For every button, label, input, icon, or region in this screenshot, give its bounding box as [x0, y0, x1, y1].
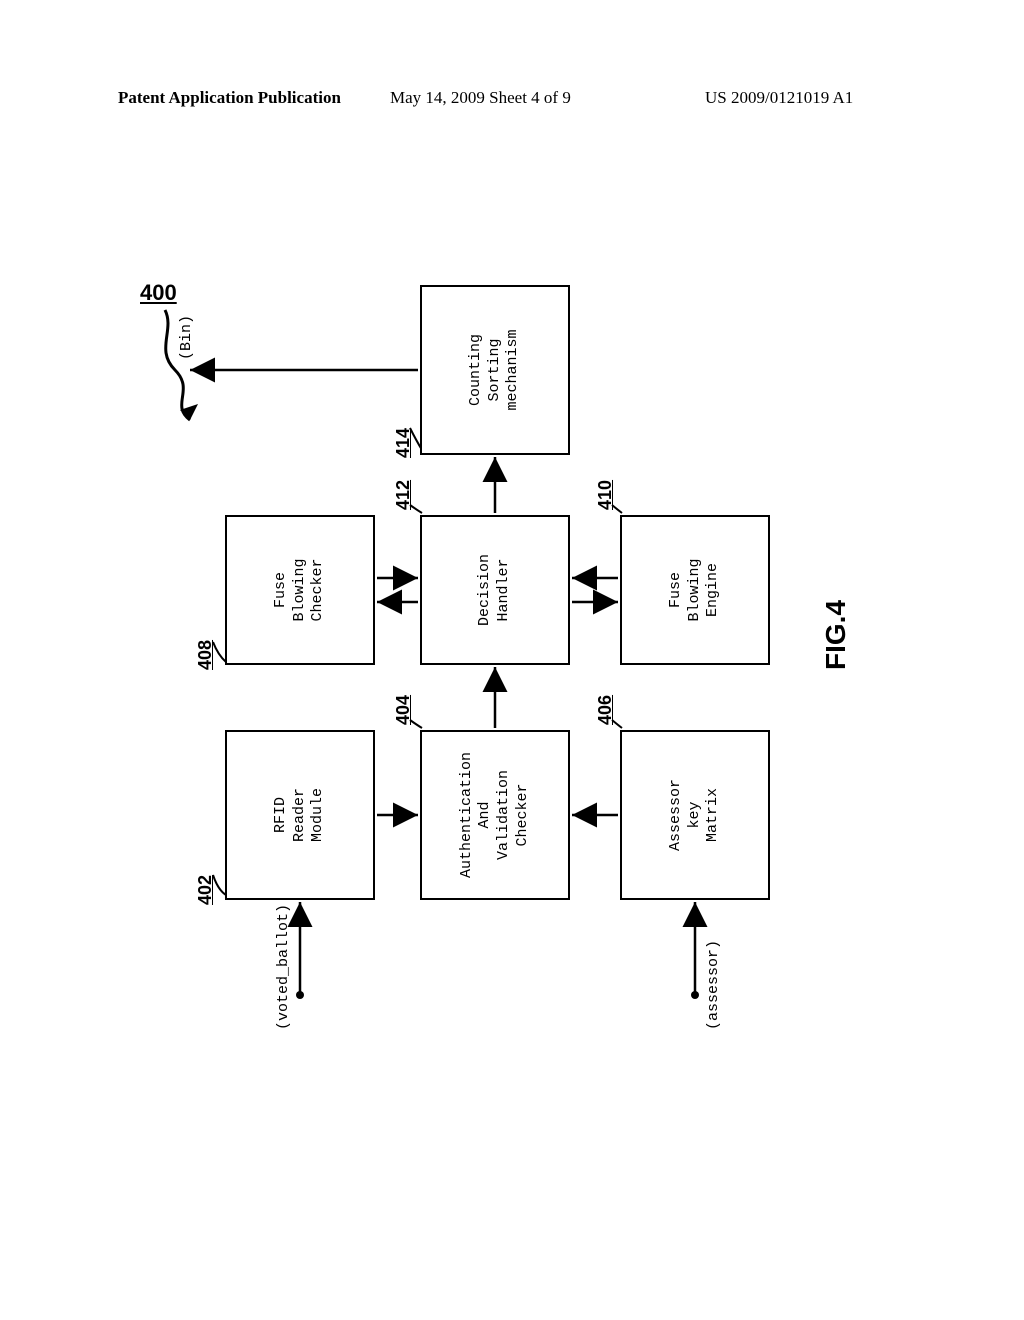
io-assessor: (assessor) — [705, 940, 722, 1030]
box-label: RFID Reader Module — [272, 788, 328, 842]
box-rfid-reader: RFID Reader Module — [225, 730, 375, 900]
ref-412: 412 — [393, 480, 414, 510]
box-counting-sorting: Counting Sorting mechanism — [420, 285, 570, 455]
header-mid: May 14, 2009 Sheet 4 of 9 — [390, 88, 571, 108]
page: Patent Application Publication May 14, 2… — [0, 0, 1024, 1320]
ref-408: 408 — [195, 640, 216, 670]
header-right: US 2009/0121019 A1 — [705, 88, 853, 108]
figure-caption: FIG.4 — [820, 600, 852, 670]
box-decision-handler: Decision Handler — [420, 515, 570, 665]
page-header: Patent Application Publication May 14, 2… — [0, 88, 1024, 112]
ref-410: 410 — [595, 480, 616, 510]
header-left: Patent Application Publication — [118, 88, 341, 108]
ref-414: 414 — [393, 428, 414, 458]
box-fuse-engine: Fuse Blowing Engine — [620, 515, 770, 665]
box-label: Fuse Blowing Engine — [667, 559, 723, 622]
box-fuse-checker: Fuse Blowing Checker — [225, 515, 375, 665]
box-label: Decision Handler — [476, 554, 514, 626]
ref-406: 406 — [595, 695, 616, 725]
diagram-canvas: RFID Reader Module Authentication And Va… — [130, 260, 890, 1020]
box-label: Assessor key Matrix — [667, 779, 723, 851]
box-label: Authentication And Validation Checker — [458, 752, 533, 878]
ref-402: 402 — [195, 875, 216, 905]
io-voted-ballot: (voted_ballot) — [275, 904, 292, 1030]
diagram: RFID Reader Module Authentication And Va… — [130, 260, 890, 1020]
box-auth-checker: Authentication And Validation Checker — [420, 730, 570, 900]
box-label: Fuse Blowing Checker — [272, 559, 328, 622]
box-label: Counting Sorting mechanism — [467, 330, 523, 411]
ref-404: 404 — [393, 695, 414, 725]
io-bin: (Bin) — [178, 315, 195, 360]
box-assessor-matrix: Assessor key Matrix — [620, 730, 770, 900]
